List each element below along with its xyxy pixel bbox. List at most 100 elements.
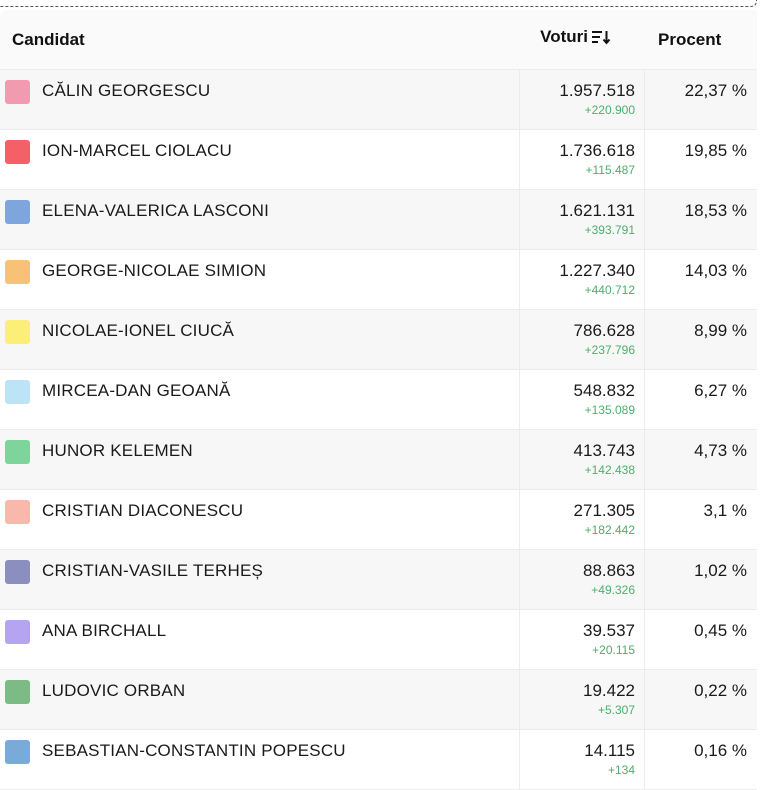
votes-cell: 548.832 +135.089 bbox=[519, 370, 644, 429]
vote-delta: +220.900 bbox=[584, 103, 635, 117]
party-color-swatch bbox=[5, 620, 30, 644]
votes-cell: 1.227.340 +440.712 bbox=[519, 250, 644, 309]
party-color-swatch bbox=[5, 140, 30, 164]
candidate-cell: ELENA-VALERICA LASCONI bbox=[0, 190, 519, 249]
candidate-cell: GEORGE-NICOLAE SIMION bbox=[0, 250, 519, 309]
party-color-swatch bbox=[5, 260, 30, 284]
table-row[interactable]: ELENA-VALERICA LASCONI 1.621.131 +393.791 1… bbox=[0, 190, 757, 250]
table-row[interactable]: GEORGE-NICOLAE SIMION 1.227.340 +440.712 14… bbox=[0, 250, 757, 310]
votes-cell: 39.537 +20.115 bbox=[519, 610, 644, 669]
percent-cell: 18,53 % bbox=[644, 190, 757, 249]
results-table: Candidat Voturi Procent CĂLIN GEORGESCU 1… bbox=[0, 10, 757, 790]
percent-cell: 8,99 % bbox=[644, 310, 757, 369]
table-row[interactable]: MIRCEA-DAN GEOANĂ 548.832 +135.089 6,27 % bbox=[0, 370, 757, 430]
header-candidate: Candidat bbox=[0, 30, 519, 50]
vote-count: 39.537 bbox=[583, 621, 635, 640]
vote-count: 88.863 bbox=[583, 561, 635, 580]
header-percent[interactable]: Procent bbox=[644, 30, 757, 50]
vote-delta: +115.487 bbox=[585, 163, 636, 177]
vote-count: 271.305 bbox=[573, 501, 635, 520]
votes-cell: 271.305 +182.442 bbox=[519, 490, 644, 549]
table-row[interactable]: ANA BIRCHALL 39.537 +20.115 0,45 % bbox=[0, 610, 757, 670]
votes-cell: 1.621.131 +393.791 bbox=[519, 190, 644, 249]
candidate-cell: ANA BIRCHALL bbox=[0, 610, 519, 669]
party-color-swatch bbox=[5, 740, 30, 764]
percent-cell: 14,03 % bbox=[644, 250, 757, 309]
party-color-swatch bbox=[5, 680, 30, 704]
header-votes-sort-button[interactable]: Voturi bbox=[519, 27, 644, 47]
candidate-name: MIRCEA-DAN GEOANĂ bbox=[42, 381, 231, 400]
table-header: Candidat Voturi Procent bbox=[0, 10, 757, 70]
vote-count: 413.743 bbox=[573, 441, 635, 460]
party-color-swatch bbox=[5, 500, 30, 524]
percent-cell: 0,45 % bbox=[644, 610, 757, 669]
table-body: CĂLIN GEORGESCU 1.957.518 +220.900 22,37 % I… bbox=[0, 70, 757, 790]
votes-cell: 14.115 +134 bbox=[519, 730, 644, 789]
header-votes-label: Voturi bbox=[540, 26, 588, 46]
percent-cell: 6,27 % bbox=[644, 370, 757, 429]
candidate-cell: CRISTIAN DIACONESCU bbox=[0, 490, 519, 549]
vote-delta: +142.438 bbox=[584, 463, 635, 477]
percent-cell: 0,22 % bbox=[644, 670, 757, 729]
party-color-swatch bbox=[5, 320, 30, 344]
votes-cell: 1.736.618 +115.487 bbox=[519, 130, 644, 189]
vote-delta: +134 bbox=[607, 763, 635, 777]
vote-delta: +440.712 bbox=[584, 283, 635, 297]
candidate-cell: NICOLAE-IONEL CIUCĂ bbox=[0, 310, 519, 369]
table-row[interactable]: NICOLAE-IONEL CIUCĂ 786.628 +237.796 8,99 % bbox=[0, 310, 757, 370]
votes-cell: 1.957.518 +220.900 bbox=[519, 70, 644, 129]
table-row[interactable]: SEBASTIAN-CONSTANTIN POPESCU 14.115 +134 0,… bbox=[0, 730, 757, 790]
percent-cell: 22,37 % bbox=[644, 70, 757, 129]
vote-count: 1.621.131 bbox=[559, 201, 635, 220]
candidate-name: CĂLIN GEORGESCU bbox=[42, 81, 211, 100]
candidate-cell: LUDOVIC ORBAN bbox=[0, 670, 519, 729]
table-row[interactable]: ION-MARCEL CIOLACU 1.736.618 +115.487 19,85… bbox=[0, 130, 757, 190]
vote-count: 14.115 bbox=[584, 741, 635, 760]
candidate-cell: ION-MARCEL CIOLACU bbox=[0, 130, 519, 189]
vote-delta: +135.089 bbox=[584, 403, 635, 417]
candidate-cell: MIRCEA-DAN GEOANĂ bbox=[0, 370, 519, 429]
vote-count: 548.832 bbox=[573, 381, 635, 400]
percent-cell: 1,02 % bbox=[644, 550, 757, 609]
votes-cell: 19.422 +5.307 bbox=[519, 670, 644, 729]
candidate-cell: HUNOR KELEMEN bbox=[0, 430, 519, 489]
sort-descending-icon bbox=[592, 30, 611, 45]
candidate-cell: CĂLIN GEORGESCU bbox=[0, 70, 519, 129]
table-row[interactable]: CĂLIN GEORGESCU 1.957.518 +220.900 22,37 % bbox=[0, 70, 757, 130]
candidate-name: HUNOR KELEMEN bbox=[42, 441, 193, 460]
vote-delta: +182.442 bbox=[584, 523, 635, 537]
candidate-name: ELENA-VALERICA LASCONI bbox=[42, 201, 270, 220]
vote-delta: +49.326 bbox=[591, 583, 635, 597]
candidate-name: CRISTIAN-VASILE TERHEȘ bbox=[42, 561, 264, 580]
candidate-cell: CRISTIAN-VASILE TERHEȘ bbox=[0, 550, 519, 609]
candidate-cell: SEBASTIAN-CONSTANTIN POPESCU bbox=[0, 730, 519, 789]
votes-cell: 413.743 +142.438 bbox=[519, 430, 644, 489]
table-row[interactable]: LUDOVIC ORBAN 19.422 +5.307 0,22 % bbox=[0, 670, 757, 730]
vote-delta: +237.796 bbox=[584, 343, 635, 357]
table-row[interactable]: HUNOR KELEMEN 413.743 +142.438 4,73 % bbox=[0, 430, 757, 490]
vote-count: 19.422 bbox=[583, 681, 635, 700]
candidate-name: ANA BIRCHALL bbox=[42, 621, 167, 640]
vote-count: 1.736.618 bbox=[559, 141, 635, 160]
candidate-name: GEORGE-NICOLAE SIMION bbox=[42, 261, 267, 280]
vote-delta: +5.307 bbox=[597, 703, 635, 717]
vote-count: 1.227.340 bbox=[559, 261, 635, 280]
candidate-name: ION-MARCEL CIOLACU bbox=[42, 141, 232, 160]
party-color-swatch bbox=[5, 560, 30, 584]
votes-cell: 786.628 +237.796 bbox=[519, 310, 644, 369]
candidate-name: CRISTIAN DIACONESCU bbox=[42, 501, 244, 520]
vote-delta: +393.791 bbox=[584, 223, 635, 237]
table-row[interactable]: CRISTIAN-VASILE TERHEȘ 88.863 +49.326 1,02 … bbox=[0, 550, 757, 610]
percent-cell: 4,73 % bbox=[644, 430, 757, 489]
vote-count: 1.957.518 bbox=[559, 81, 635, 100]
vote-count: 786.628 bbox=[573, 321, 635, 340]
header-candidate-label: Candidat bbox=[12, 29, 85, 49]
votes-cell: 88.863 +49.326 bbox=[519, 550, 644, 609]
vote-delta: +20.115 bbox=[592, 643, 635, 657]
party-color-swatch bbox=[5, 380, 30, 404]
percent-cell: 0,16 % bbox=[644, 730, 757, 789]
percent-cell: 19,85 % bbox=[644, 130, 757, 189]
candidate-name: SEBASTIAN-CONSTANTIN POPESCU bbox=[42, 741, 346, 760]
table-row[interactable]: CRISTIAN DIACONESCU 271.305 +182.442 3,1 % bbox=[0, 490, 757, 550]
party-color-swatch bbox=[5, 200, 30, 224]
